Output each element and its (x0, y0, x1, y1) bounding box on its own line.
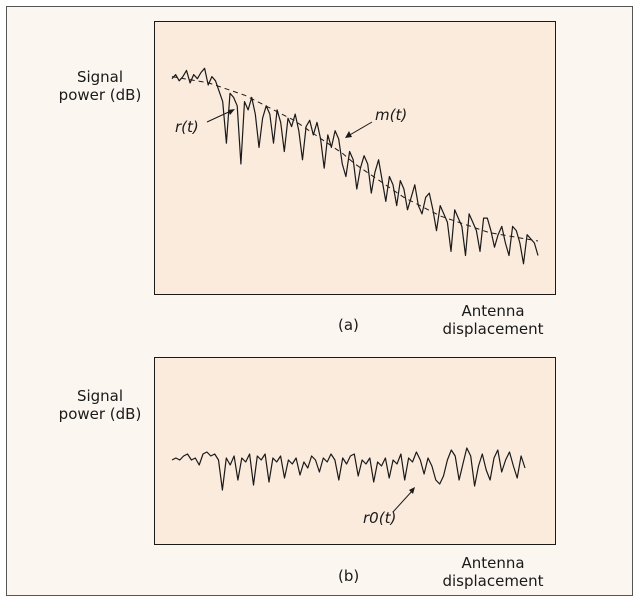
annotation-r: r(t) (175, 118, 199, 136)
x-axis-label-a: Antenna displacement (442, 302, 544, 338)
series-line-r (171, 67, 539, 265)
plot-area-b (154, 357, 556, 545)
arrow-r0 (392, 489, 414, 513)
series-line-m (171, 76, 539, 242)
arrow-m (347, 121, 373, 137)
x-axis-label-b: Antenna displacement (442, 554, 544, 590)
annotation-m: m(t) (375, 106, 407, 124)
panel-label-a: (a) (338, 316, 359, 334)
plot-area-a (154, 21, 556, 295)
panel-label-b: (b) (338, 567, 360, 585)
y-axis-label-a: Signal power (dB) (58, 68, 142, 104)
annotation-r0: r0(t) (363, 509, 396, 527)
arrowhead-r (228, 109, 235, 115)
y-axis-label-b: Signal power (dB) (58, 387, 142, 423)
arrowhead-m (345, 131, 352, 138)
series-line-r0 (171, 447, 526, 491)
arrow-r (206, 109, 234, 123)
arrowhead-r0 (409, 487, 415, 494)
